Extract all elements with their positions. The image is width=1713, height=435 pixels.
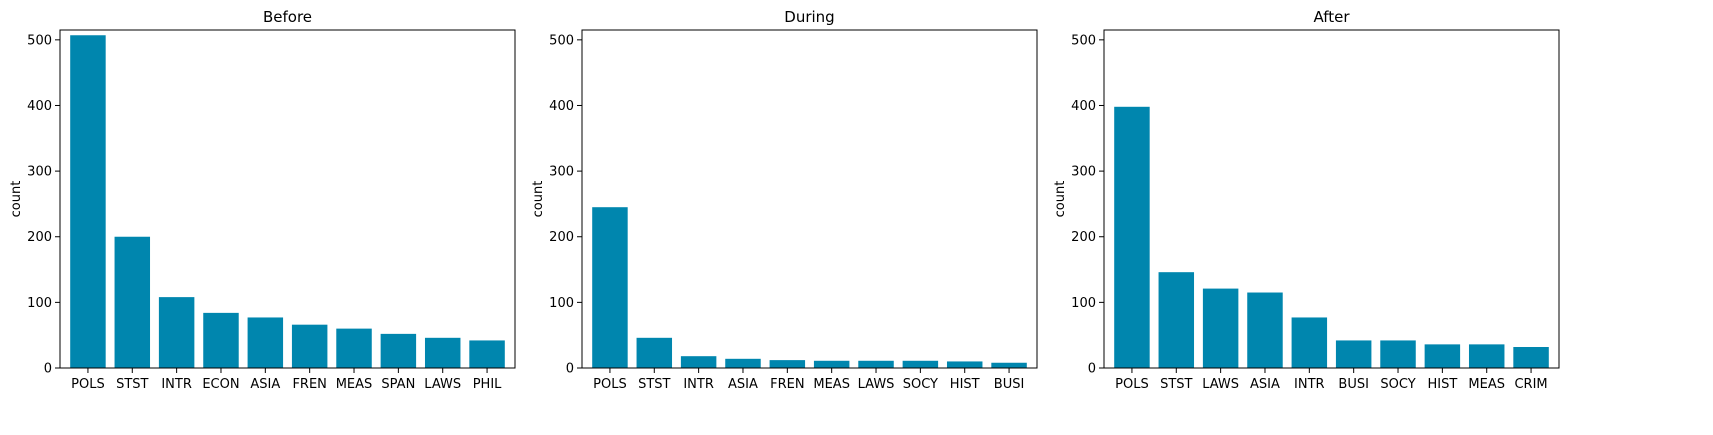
y-tick-label: 0: [44, 362, 52, 377]
x-tick-label: POLS: [71, 377, 105, 392]
x-tick-label: LAWS: [1202, 377, 1239, 392]
x-tick-label: SPAN: [381, 377, 415, 392]
x-tick-label: BUSI: [1338, 377, 1369, 392]
y-tick-label: 400: [27, 99, 52, 114]
bar-intr: [158, 297, 195, 368]
plot-frame: [581, 29, 1038, 369]
bar-asia: [1247, 292, 1283, 368]
x-tick-label: HIST: [950, 377, 980, 392]
y-tick-label: 300: [27, 165, 52, 180]
y-tick-label: 200: [27, 230, 52, 245]
y-tick-label: 0: [566, 362, 574, 377]
bar-span: [380, 333, 417, 368]
y-tick-label: 400: [549, 99, 574, 114]
bar-asia: [725, 358, 761, 368]
bar-stst: [1158, 272, 1195, 368]
bar-fren: [769, 360, 806, 368]
y-tick-label: 300: [549, 165, 574, 180]
bar-laws: [424, 337, 461, 368]
x-tick-label: POLS: [593, 377, 627, 392]
x-tick-label: HIST: [1427, 377, 1457, 392]
plot-frame: [1103, 29, 1560, 369]
bar-fren: [291, 324, 328, 368]
x-tick-label: CRIM: [1514, 377, 1547, 392]
bar-hist: [1424, 344, 1461, 368]
bar-meas: [813, 360, 850, 368]
x-tick-label: SOCY: [1380, 377, 1415, 392]
bar-hist: [946, 361, 983, 368]
bar-socy: [1380, 340, 1416, 368]
chart-title: During: [784, 8, 834, 26]
x-tick-label: ASIA: [1250, 377, 1280, 392]
bar-pols: [1114, 106, 1150, 368]
bar-crim: [1513, 347, 1549, 368]
chart-panel-during: 0 100 200 300 400 500 POLS STST INTR ASIA FREN MEAS…: [531, 8, 1038, 392]
bar-econ: [203, 312, 239, 368]
bar-phil: [469, 340, 505, 368]
bar-meas: [1468, 344, 1505, 368]
x-tick-label: LAWS: [424, 377, 461, 392]
x-tick-label: INTR: [1294, 377, 1325, 392]
y-tick-label: 200: [1071, 230, 1096, 245]
x-tick-label: MEAS: [1468, 377, 1505, 392]
bar-intr: [1291, 317, 1328, 368]
bar-pols: [70, 35, 106, 368]
plot-frame: [59, 29, 516, 369]
bar-stst: [636, 337, 673, 368]
x-tick-label: SOCY: [903, 377, 938, 392]
bar-pols: [592, 207, 628, 368]
bar-socy: [902, 360, 939, 368]
y-tick-label: 200: [549, 230, 574, 245]
x-tick-label: PHIL: [473, 377, 502, 392]
x-tick-label: FREN: [292, 377, 326, 392]
bar-intr: [680, 356, 717, 368]
bar-busi: [991, 362, 1027, 368]
x-tick-label: BUSI: [994, 377, 1025, 392]
bar-laws: [858, 360, 894, 368]
x-tick-label: POLS: [1115, 377, 1149, 392]
bar-laws: [1202, 288, 1239, 368]
y-tick-label: 0: [1088, 362, 1096, 377]
y-tick-label: 500: [549, 33, 574, 48]
bar-busi: [1335, 340, 1372, 368]
x-tick-label: INTR: [161, 377, 192, 392]
y-tick-label: 300: [1071, 165, 1096, 180]
x-tick-label: MEAS: [813, 377, 850, 392]
x-tick-label: LAWS: [858, 377, 895, 392]
bar-asia: [247, 317, 284, 368]
y-tick-label: 100: [27, 296, 52, 311]
y-axis-label: count: [531, 181, 546, 218]
x-tick-label: ASIA: [250, 377, 280, 392]
bar-stst: [114, 236, 151, 368]
y-tick-label: 500: [1071, 33, 1096, 48]
x-tick-label: INTR: [683, 377, 714, 392]
y-axis-label: count: [1053, 181, 1068, 218]
y-tick-label: 400: [1071, 99, 1096, 114]
x-tick-label: ECON: [202, 377, 239, 392]
bar-meas: [336, 328, 372, 368]
chart-title: After: [1313, 8, 1350, 26]
y-tick-label: 100: [1071, 296, 1096, 311]
x-tick-label: FREN: [770, 377, 804, 392]
x-tick-label: STST: [638, 377, 670, 392]
x-tick-label: STST: [1160, 377, 1192, 392]
y-axis-label: count: [9, 181, 24, 218]
chart-panel-before: 0 100 200 300 400 500 POLS STST INTR ECON ASIA FREN…: [9, 8, 516, 392]
x-tick-label: STST: [116, 377, 148, 392]
chart-title: Before: [263, 8, 312, 26]
x-tick-label: MEAS: [336, 377, 373, 392]
chart-panel-after: 0 100 200 300 400 500 POLS STST LAWS ASIA INTR BUSI…: [1053, 8, 1560, 392]
y-tick-label: 500: [27, 33, 52, 48]
x-tick-label: ASIA: [728, 377, 758, 392]
y-tick-label: 100: [549, 296, 574, 311]
